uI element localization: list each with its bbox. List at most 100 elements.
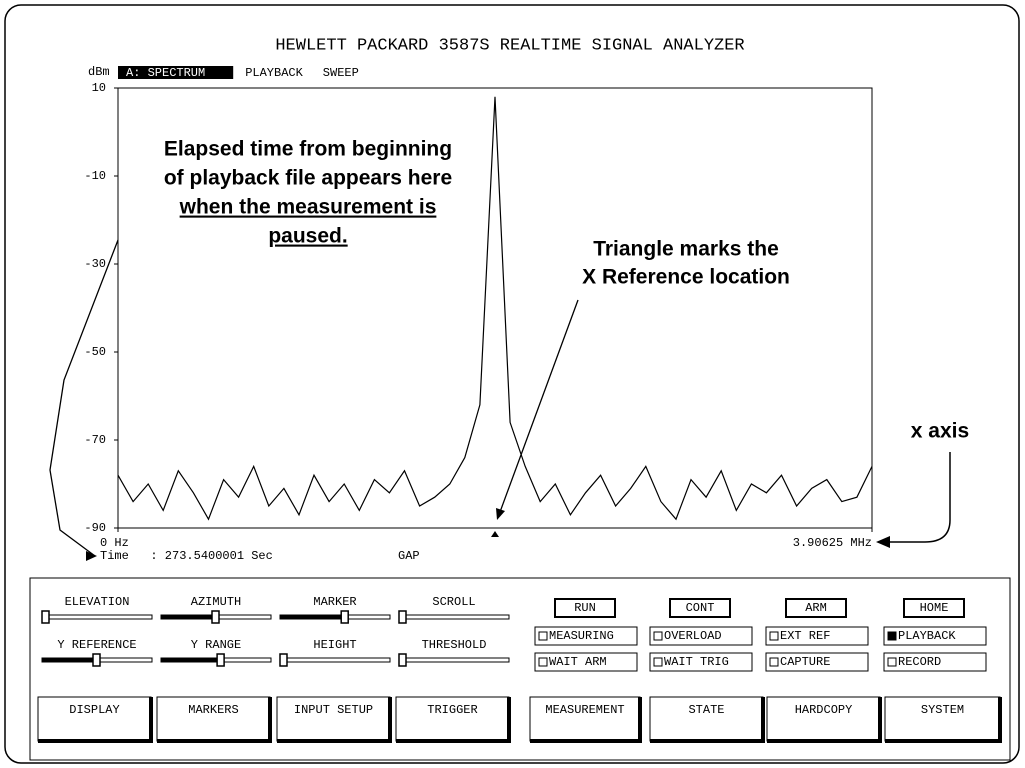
slider-knob[interactable] (398, 653, 407, 667)
softkey-label: INPUT SETUP (294, 703, 373, 717)
annotation: paused. (268, 225, 347, 248)
softkey-label: TRIGGER (427, 703, 477, 717)
slider-fill (161, 615, 212, 619)
indicator-label: PLAYBACK (898, 629, 956, 643)
tab[interactable]: PLAYBACK (245, 66, 303, 80)
softkey-label: HARDCOPY (795, 703, 853, 717)
indicator-box (649, 626, 753, 646)
slider-track (279, 657, 391, 663)
indicator-label: WAIT TRIG (664, 655, 729, 669)
softkey-shadow (157, 697, 272, 743)
arrow-head (876, 536, 890, 548)
slider-track (41, 614, 153, 620)
x-tick-label: 0 Hz (100, 536, 129, 550)
indicator-check (887, 631, 897, 641)
slider-track (398, 614, 510, 620)
y-unit: dBm (88, 65, 110, 79)
button[interactable] (903, 598, 965, 618)
indicator-label: RECORD (898, 655, 941, 669)
button-label: CONT (686, 601, 715, 615)
annotation: X Reference location (582, 266, 790, 289)
slider-label: MARKER (313, 595, 356, 609)
softkey-label: MEASUREMENT (545, 703, 624, 717)
x-tick-label: 3.90625 MHz (793, 536, 872, 550)
slider-label: SCROLL (432, 595, 475, 609)
arrow-head (86, 551, 97, 561)
button[interactable] (554, 598, 616, 618)
button-label: RUN (574, 601, 596, 615)
y-tick-label: -70 (84, 433, 106, 447)
gap-status: GAP (398, 549, 420, 563)
slider-label: Y REFERENCE (57, 638, 136, 652)
indicator-check (887, 657, 897, 667)
slider-label: THRESHOLD (422, 638, 487, 652)
slider-knob[interactable] (340, 610, 349, 624)
indicator-label: OVERLOAD (664, 629, 722, 643)
indicator-box (765, 652, 869, 672)
y-tick-label: -30 (84, 257, 106, 271)
slider-knob[interactable] (398, 610, 407, 624)
softkey[interactable] (529, 696, 641, 742)
softkey-shadow (530, 697, 642, 743)
x-reference-marker (491, 531, 499, 537)
slider-fill (280, 615, 342, 619)
slider-knob[interactable] (41, 610, 50, 624)
tab[interactable]: SWEEP (323, 66, 359, 80)
softkey[interactable] (884, 696, 1001, 742)
annotation: Triangle marks the (593, 238, 779, 261)
softkey-label: STATE (688, 703, 724, 717)
button[interactable] (785, 598, 847, 618)
softkey[interactable] (276, 696, 391, 742)
softkey[interactable] (156, 696, 271, 742)
slider-knob[interactable] (211, 610, 220, 624)
indicator-box (534, 626, 638, 646)
slider-fill (42, 658, 93, 662)
softkey-shadow (650, 697, 765, 743)
indicator-check (653, 657, 663, 667)
tab-bg (118, 66, 234, 79)
slider-label: Y RANGE (191, 638, 241, 652)
softkey-shadow (396, 697, 511, 743)
slider-knob[interactable] (92, 653, 101, 667)
callout-line (49, 239, 119, 557)
softkey-shadow (885, 697, 1002, 743)
callout-line (885, 452, 951, 543)
tab[interactable]: A: SPECTRUM (126, 66, 205, 80)
annotation: when the measurement is (179, 196, 437, 219)
indicator-check (538, 631, 548, 641)
y-tick-label: 10 (92, 81, 106, 95)
slider-label: AZIMUTH (191, 595, 241, 609)
slider-knob[interactable] (279, 653, 288, 667)
softkey[interactable] (37, 696, 152, 742)
indicator-check (769, 631, 779, 641)
softkey-label: SYSTEM (921, 703, 964, 717)
annotation: x axis (911, 420, 969, 443)
indicator-box (534, 652, 638, 672)
slider-knob[interactable] (216, 653, 225, 667)
indicator-label: WAIT ARM (549, 655, 607, 669)
slider-fill (161, 658, 218, 662)
indicator-check (769, 657, 779, 667)
indicator-label: MEASURING (549, 629, 614, 643)
button-label: HOME (920, 601, 949, 615)
softkey[interactable] (766, 696, 881, 742)
control-panel (29, 577, 1011, 761)
callout-line (499, 299, 579, 513)
slider-label: HEIGHT (313, 638, 356, 652)
frame (4, 4, 1020, 764)
indicator-box (883, 626, 987, 646)
y-tick-label: -10 (84, 169, 106, 183)
slider-track (398, 657, 510, 663)
indicator-check (538, 657, 548, 667)
annotation: Elapsed time from beginning (164, 138, 452, 161)
softkey-label: DISPLAY (69, 703, 119, 717)
annotation: of playback file appears here (164, 167, 452, 190)
button[interactable] (669, 598, 731, 618)
indicator-label: CAPTURE (780, 655, 830, 669)
slider-label: ELEVATION (65, 595, 130, 609)
softkey-label: MARKERS (188, 703, 238, 717)
title: HEWLETT PACKARD 3587S REALTIME SIGNAL AN… (275, 36, 744, 55)
indicator-box (649, 652, 753, 672)
indicator-box (765, 626, 869, 646)
